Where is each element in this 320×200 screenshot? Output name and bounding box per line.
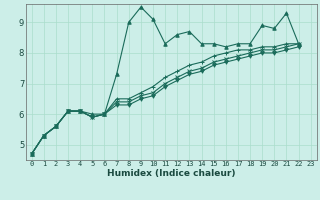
X-axis label: Humidex (Indice chaleur): Humidex (Indice chaleur) [107,169,236,178]
